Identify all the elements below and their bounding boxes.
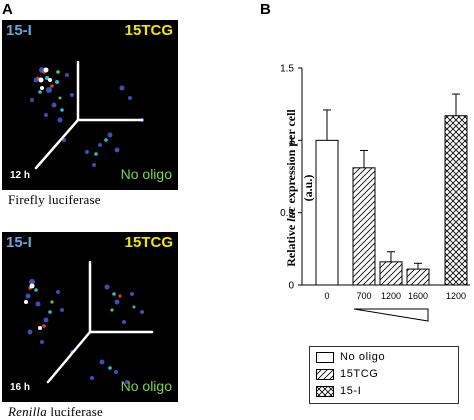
y-tick-label: 1.5 [280,64,294,75]
dose-wedge [353,308,429,322]
legend-swatch-15tcg [316,368,334,380]
x-tick-label: 1200 [446,291,466,301]
legend-label-15tcg: 15TCG [340,368,379,380]
x-tick-label: 700 [356,291,371,301]
y-tick-label: 1 [288,136,294,147]
label-15tcg-bottom: 15TCG [124,234,173,251]
caption-renilla-italic: Renilla [8,404,47,419]
bar [352,167,376,286]
time-label-bottom: 16 h [10,382,31,393]
caption-firefly: Firefly luciferase [8,192,101,207]
chart-legend: No oligo 15TCG 15-I [309,346,459,404]
label-15-i-bottom: 15-I [6,234,32,251]
legend-swatch-no-oligo [316,351,334,363]
x-tick-label: 0 [324,291,329,301]
bar [406,268,430,286]
y-tick-label: 0.5 [280,208,294,219]
time-label-top: 12 h [10,170,31,181]
label-15-i-top: 15-I [6,22,32,39]
caption-renilla: Renilla luciferase [8,404,103,420]
label-no-oligo-bottom: No oligo [120,378,172,394]
legend-item-15tcg: 15TCG [316,368,378,380]
legend-item-no-oligo: No oligo [316,351,385,363]
micrograph-12h: 15-I 15TCG 12 h No oligo [2,20,178,190]
panel-a-letter: A [2,1,13,18]
label-15tcg-top: 15TCG [124,22,173,39]
y-tick-label: 0 [288,281,294,292]
caption-renilla-rest: luciferase [46,404,103,419]
legend-label-no-oligo: No oligo [340,351,386,363]
legend-item-15-i: 15-I [316,385,361,397]
bar [444,115,468,286]
micrograph-16h: 15-I 15TCG 16 h No oligo [2,232,178,402]
legend-swatch-15-i [316,385,334,397]
x-tick-label: 1200 [381,291,401,301]
bar [379,261,403,286]
cell-scatter-bottom [24,260,154,384]
x-tick-label: 1600 [408,291,428,301]
label-no-oligo-top: No oligo [120,166,172,182]
legend-label-15-i: 15-I [340,385,362,397]
panel-b-letter: B [260,1,271,18]
bar [315,139,339,286]
cell-scatter-top [30,60,144,170]
